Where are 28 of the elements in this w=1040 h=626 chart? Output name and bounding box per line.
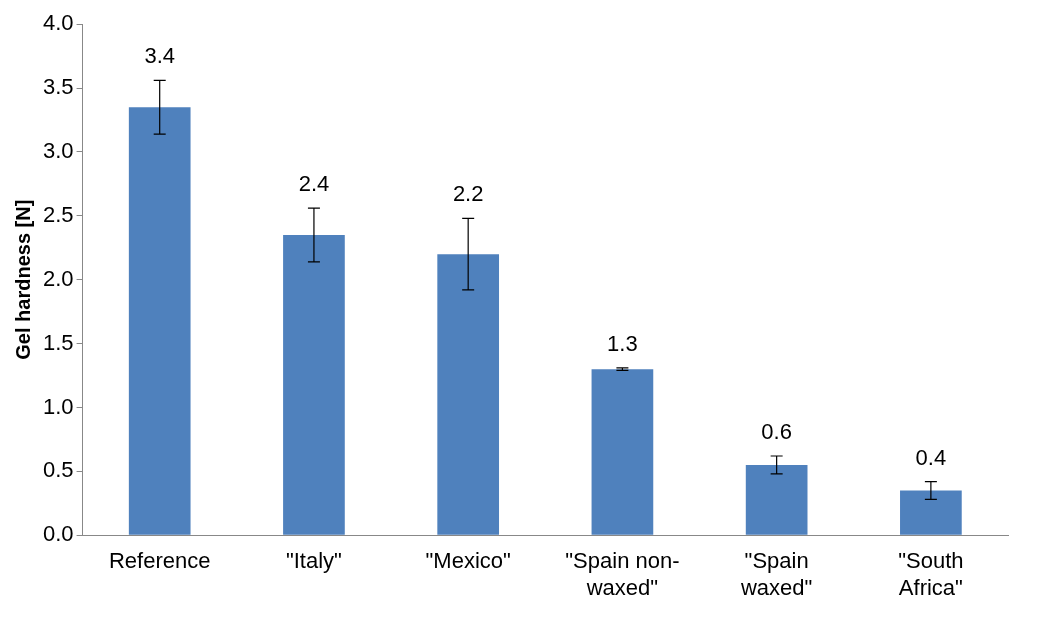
data-label: 2.2 <box>452 181 484 207</box>
bar <box>283 234 345 535</box>
data-label: 1.3 <box>607 330 638 356</box>
data-label: 3.4 <box>144 43 175 69</box>
bar <box>745 464 808 535</box>
y-axis-title: Gel hardness [N] <box>11 199 34 360</box>
x-tick-label: "Italy" <box>285 548 342 574</box>
data-label: 0.4 <box>915 444 947 470</box>
x-tick-label: Reference <box>108 548 211 574</box>
data-label: 0.6 <box>761 419 792 445</box>
y-tick-label: 2.5 <box>42 201 74 227</box>
y-tick-label: 1.5 <box>42 329 74 355</box>
y-tick-label: 2.0 <box>42 265 74 291</box>
y-tick-label: 0.0 <box>42 521 74 547</box>
x-tick-label: "Spain non-waxed" <box>565 548 680 600</box>
bar <box>900 490 962 535</box>
data-label: 2.4 <box>298 171 330 197</box>
bar <box>437 254 500 535</box>
x-tick-label: "Mexico" <box>425 548 511 574</box>
y-tick-label: 3.0 <box>42 138 74 164</box>
y-tick-label: 1.0 <box>42 393 74 419</box>
x-tick-label: "South Africa" <box>898 548 964 600</box>
bar <box>591 369 654 535</box>
y-tick-label: 0.5 <box>42 457 74 483</box>
y-tick-label: 4.0 <box>42 10 74 36</box>
x-tick-label: "Spain waxed" <box>739 548 813 600</box>
bar <box>128 107 191 535</box>
y-tick-label: 3.5 <box>42 74 74 100</box>
